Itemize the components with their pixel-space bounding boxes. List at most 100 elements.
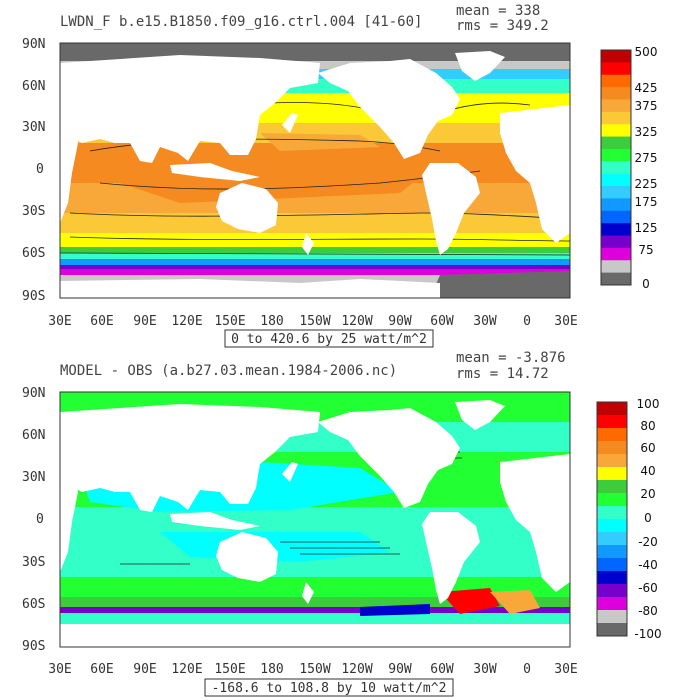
colorbar-swatch (601, 50, 631, 63)
colorbar-swatch (601, 111, 631, 125)
lon-label: 0 (523, 662, 531, 677)
panel-1-colorbar-labels: 500 425 375 325 275 225 175 125 75 0 (635, 45, 658, 291)
colorbar-frame (596, 401, 628, 637)
lat-label: 0 (36, 512, 44, 527)
lon-label: 60E (90, 662, 113, 677)
lon-label: 90E (133, 314, 156, 329)
colorbar-swatch (601, 74, 631, 88)
panel-2-rms: rms = 14.72 (456, 366, 549, 382)
lat-label: 60S (22, 246, 45, 261)
colorbar-swatch (601, 99, 631, 113)
lon-label: 120E (171, 662, 202, 677)
lat-label: 60N (22, 79, 45, 94)
colorbar-swatch (601, 235, 631, 249)
colorbar-swatch (597, 597, 627, 611)
colorbar-swatch (601, 272, 631, 286)
panel-2-mean: mean = -3.876 (456, 350, 566, 366)
colorbar-label: -60 (638, 581, 658, 595)
colorbar-swatch (597, 519, 627, 533)
colorbar-swatch (597, 610, 627, 624)
colorbar-label: 175 (635, 195, 658, 209)
lon-label: 90W (388, 314, 412, 329)
colorbar-swatch (597, 584, 627, 598)
panel-1-lat-axis: 90N 60N 30N 0 30S 60S 90S (22, 37, 45, 304)
lon-label: 90E (133, 662, 156, 677)
colorbar-swatch (601, 186, 631, 199)
panel-1-rms: rms = 349.2 (456, 18, 549, 34)
colorbar-swatch (597, 532, 627, 546)
colorbar-swatch (597, 493, 627, 507)
lon-label: 150E (214, 314, 245, 329)
lon-label: 150E (214, 662, 245, 677)
lon-label: 120W (341, 314, 372, 329)
colorbar-swatch (597, 545, 627, 559)
colorbar-label: 100 (637, 397, 660, 411)
colorbar-swatch (597, 467, 627, 481)
lat-label: 90N (22, 386, 45, 401)
panel-2-range: -168.6 to 108.8 by 10 watt/m^2 (212, 681, 447, 696)
colorbar-label: 75 (638, 243, 653, 257)
lon-label: 30W (473, 314, 497, 329)
lat-label: 60S (22, 597, 45, 612)
colorbar-swatch (601, 148, 631, 162)
lon-label: 0 (523, 314, 531, 329)
colorbar-swatch (601, 62, 631, 76)
colorbar-label: -100 (634, 627, 661, 641)
panel-2-colorbar-labels: 100 80 60 40 20 0 -20 -40 -60 -80 -100 (634, 397, 661, 641)
colorbar-label: 500 (635, 45, 658, 59)
colorbar-swatch (601, 173, 631, 187)
lat-label: 30N (22, 470, 45, 485)
colorbar-frame (600, 49, 632, 286)
colorbar-swatch (597, 415, 627, 429)
colorbar-label: 275 (635, 151, 658, 165)
colorbar-label: -20 (638, 535, 658, 549)
lon-label: 180 (260, 314, 283, 329)
panel-1-lon-axis: 30E 60E 90E 120E 150E 180 150W 120W 90W … (48, 314, 577, 329)
colorbar-label: 325 (635, 125, 658, 139)
colorbar-label: 40 (640, 464, 655, 478)
lon-label: 60W (430, 314, 454, 329)
colorbar-label: 0 (642, 277, 650, 291)
colorbar-swatch (597, 623, 627, 637)
lon-label: 60E (90, 314, 113, 329)
colorbar-swatch (601, 260, 631, 274)
colorbar-swatch (601, 223, 631, 236)
lon-label: 150W (299, 314, 330, 329)
panel-1-range: 0 to 420.6 by 25 watt/m^2 (231, 332, 427, 347)
colorbar-swatch (601, 161, 631, 175)
colorbar-swatch (597, 402, 627, 416)
panel-1-colorbar (600, 49, 632, 286)
lon-label: 30E (48, 314, 71, 329)
lon-label: 120W (341, 662, 372, 677)
lat-label: 30S (22, 555, 45, 570)
colorbar-label: 60 (640, 441, 655, 455)
colorbar-label: 375 (635, 99, 658, 113)
lon-label: 90W (388, 662, 412, 677)
panel-2-map (59, 391, 571, 648)
colorbar-swatch (601, 124, 631, 137)
colorbar-label: -40 (638, 558, 658, 572)
lat-label: 30S (22, 204, 45, 219)
colorbar-swatch (597, 454, 627, 468)
panel-1: LWDN_F b.e15.B1850.f09_g16.ctrl.004 [41-… (22, 3, 658, 348)
lat-label: 90N (22, 37, 45, 52)
lon-label: 30E (48, 662, 71, 677)
panel-2: MODEL - OBS (a.b27.03.mean.1984-2006.nc)… (22, 350, 662, 697)
panel-2-lon-axis: 30E 60E 90E 120E 150E 180 150W 120W 90W … (48, 662, 577, 677)
colorbar-swatch (597, 480, 627, 494)
colorbar-label: 425 (635, 81, 658, 95)
colorbar-swatch (601, 247, 631, 261)
colorbar-swatch (597, 571, 627, 585)
colorbar-label: 125 (635, 221, 658, 235)
lat-label: 0 (36, 162, 44, 177)
lon-label: 120E (171, 314, 202, 329)
colorbar-label: 80 (640, 419, 655, 433)
lon-label: 60W (430, 662, 454, 677)
colorbar-swatch (597, 441, 627, 455)
panel-2-title: MODEL - OBS (a.b27.03.mean.1984-2006.nc) (60, 363, 397, 379)
colorbar-swatch (597, 428, 627, 442)
colorbar-label: 0 (644, 511, 652, 525)
lon-label: 150W (299, 662, 330, 677)
lat-label: 90S (22, 639, 45, 654)
lon-label: 30W (473, 662, 497, 677)
